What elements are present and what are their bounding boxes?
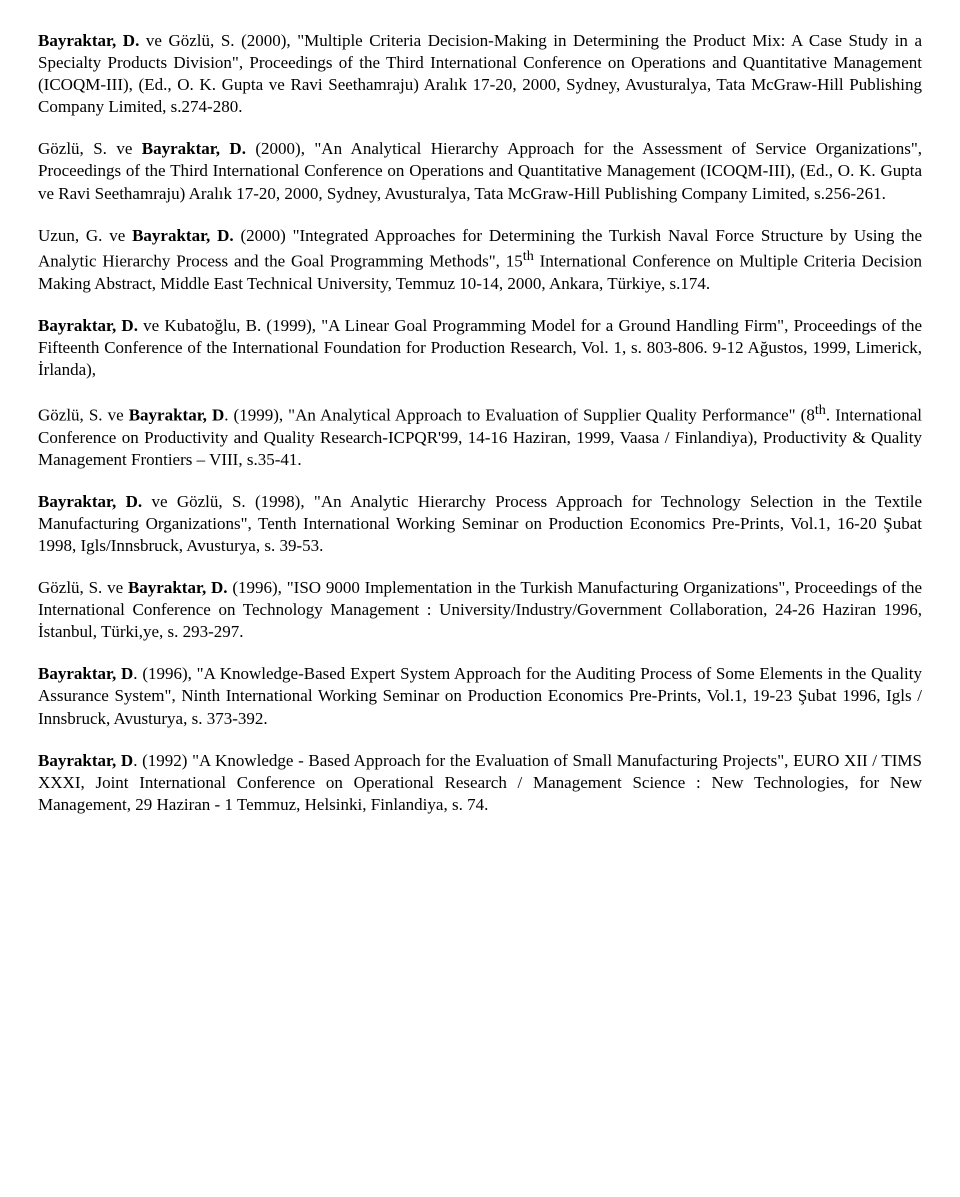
publication-entry: Bayraktar, D. (1992) "A Knowledge - Base…	[38, 750, 922, 816]
author-name-bold: Bayraktar, D	[38, 664, 133, 683]
publication-text: Uzun, G. ve	[38, 226, 132, 245]
publication-text: Gözlü, S. ve	[38, 139, 142, 158]
publication-entry: Gözlü, S. ve Bayraktar, D. (1999), "An A…	[38, 401, 922, 471]
author-name-bold: Bayraktar, D.	[132, 226, 234, 245]
author-name-bold: Bayraktar, D	[129, 406, 225, 425]
publication-text: Gözlü, S. ve	[38, 406, 129, 425]
publication-text: . (1999), "An Analytical Approach to Eva…	[224, 406, 815, 425]
publication-text: . (1992) "A Knowledge - Based Approach f…	[38, 751, 922, 814]
publication-text: Gözlü, S. ve	[38, 578, 128, 597]
author-name-bold: Bayraktar, D.	[142, 139, 246, 158]
author-name-bold: Bayraktar, D.	[38, 316, 138, 335]
publications-list: Bayraktar, D. ve Gözlü, S. (2000), "Mult…	[38, 30, 922, 816]
author-name-bold: Bayraktar, D.	[38, 31, 139, 50]
publication-text: ve Kubatoğlu, B. (1999), "A Linear Goal …	[38, 316, 922, 379]
publication-text: th	[815, 402, 826, 418]
author-name-bold: Bayraktar, D	[38, 751, 133, 770]
publication-entry: Bayraktar, D. ve Gözlü, S. (1998), "An A…	[38, 491, 922, 557]
publication-text: th	[523, 248, 534, 264]
publication-entry: Bayraktar, D. ve Kubatoğlu, B. (1999), "…	[38, 315, 922, 381]
publication-entry: Bayraktar, D. ve Gözlü, S. (2000), "Mult…	[38, 30, 922, 118]
publication-entry: Bayraktar, D. (1996), "A Knowledge-Based…	[38, 663, 922, 729]
author-name-bold: Bayraktar, D.	[128, 578, 228, 597]
publication-text: . (1996), "A Knowledge-Based Expert Syst…	[38, 664, 922, 727]
author-name-bold: Bayraktar, D.	[38, 492, 142, 511]
publication-entry: Gözlü, S. ve Bayraktar, D. (2000), "An A…	[38, 138, 922, 204]
publication-entry: Gözlü, S. ve Bayraktar, D. (1996), "ISO …	[38, 577, 922, 643]
publication-entry: Uzun, G. ve Bayraktar, D. (2000) "Integr…	[38, 225, 922, 295]
publication-text: ve Gözlü, S. (2000), "Multiple Criteria …	[38, 31, 922, 116]
publication-text: ve Gözlü, S. (1998), "An Analytic Hierar…	[38, 492, 922, 555]
